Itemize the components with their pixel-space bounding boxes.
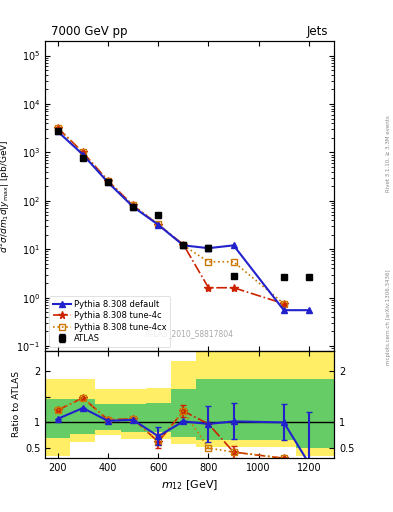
Line: Pythia 8.308 default: Pythia 8.308 default: [55, 129, 312, 313]
Bar: [296, 379, 334, 448]
Pythia 8.308 default: [131, 204, 136, 210]
Y-axis label: $d^2\sigma/dm_{1}d|y_{\rm max}|$ [pb/GeV]: $d^2\sigma/dm_{1}d|y_{\rm max}|$ [pb/GeV…: [0, 139, 12, 252]
Pythia 8.308 tune-4c: [231, 285, 236, 291]
Pythia 8.308 tune-4cx: [55, 125, 60, 131]
Pythia 8.308 tune-4c: [81, 150, 85, 156]
Bar: [271, 379, 296, 440]
Pythia 8.308 tune-4c: [131, 202, 136, 208]
Y-axis label: Ratio to ATLAS: Ratio to ATLAS: [12, 372, 21, 437]
Bar: [146, 388, 171, 439]
Bar: [95, 389, 121, 435]
Pythia 8.308 default: [156, 222, 161, 228]
Bar: [296, 351, 334, 456]
Bar: [171, 361, 196, 444]
Bar: [171, 389, 196, 437]
Pythia 8.308 tune-4cx: [106, 178, 110, 184]
Pythia 8.308 default: [181, 242, 186, 248]
Pythia 8.308 tune-4c: [181, 242, 186, 248]
Text: mcplots.cern.ch [arXiv:1306.3436]: mcplots.cern.ch [arXiv:1306.3436]: [386, 270, 391, 365]
Pythia 8.308 tune-4c: [281, 301, 286, 307]
Pythia 8.308 default: [281, 307, 286, 313]
Bar: [121, 389, 146, 439]
Line: Pythia 8.308 tune-4cx: Pythia 8.308 tune-4cx: [55, 125, 287, 307]
Text: 7000 GeV pp: 7000 GeV pp: [51, 25, 127, 38]
Bar: [146, 403, 171, 432]
Bar: [246, 351, 271, 447]
Bar: [95, 404, 121, 430]
Text: ATLAS_2010_S8817804: ATLAS_2010_S8817804: [145, 329, 234, 338]
Pythia 8.308 default: [307, 307, 311, 313]
Pythia 8.308 tune-4cx: [131, 202, 136, 208]
Text: Jets: Jets: [307, 25, 328, 38]
X-axis label: $m_{12}$ [GeV]: $m_{12}$ [GeV]: [161, 479, 219, 493]
Line: Pythia 8.308 tune-4c: Pythia 8.308 tune-4c: [53, 124, 288, 308]
Bar: [45, 379, 70, 456]
Pythia 8.308 tune-4cx: [281, 301, 286, 307]
Pythia 8.308 tune-4c: [206, 285, 211, 291]
Bar: [246, 379, 271, 440]
Pythia 8.308 tune-4cx: [231, 259, 236, 265]
Bar: [45, 399, 70, 438]
Bar: [221, 351, 246, 447]
Text: Rivet 3.1.10, ≥ 3.3M events: Rivet 3.1.10, ≥ 3.3M events: [386, 115, 391, 192]
Legend: Pythia 8.308 default, Pythia 8.308 tune-4c, Pythia 8.308 tune-4cx, ATLAS: Pythia 8.308 default, Pythia 8.308 tune-…: [50, 296, 170, 347]
Pythia 8.308 tune-4c: [55, 125, 60, 131]
Pythia 8.308 default: [81, 152, 85, 158]
Pythia 8.308 default: [206, 245, 211, 251]
Bar: [70, 399, 95, 434]
Bar: [196, 379, 221, 440]
Bar: [221, 379, 246, 440]
Pythia 8.308 tune-4cx: [181, 242, 186, 248]
Bar: [271, 351, 296, 447]
Pythia 8.308 tune-4c: [106, 178, 110, 184]
Bar: [70, 379, 95, 442]
Pythia 8.308 default: [106, 179, 110, 185]
Pythia 8.308 default: [55, 129, 60, 135]
Bar: [121, 404, 146, 432]
Pythia 8.308 tune-4cx: [156, 221, 161, 227]
Pythia 8.308 default: [231, 242, 236, 248]
Pythia 8.308 tune-4c: [156, 222, 161, 228]
Pythia 8.308 tune-4cx: [81, 150, 85, 156]
Bar: [196, 351, 221, 447]
Pythia 8.308 tune-4cx: [206, 259, 211, 265]
